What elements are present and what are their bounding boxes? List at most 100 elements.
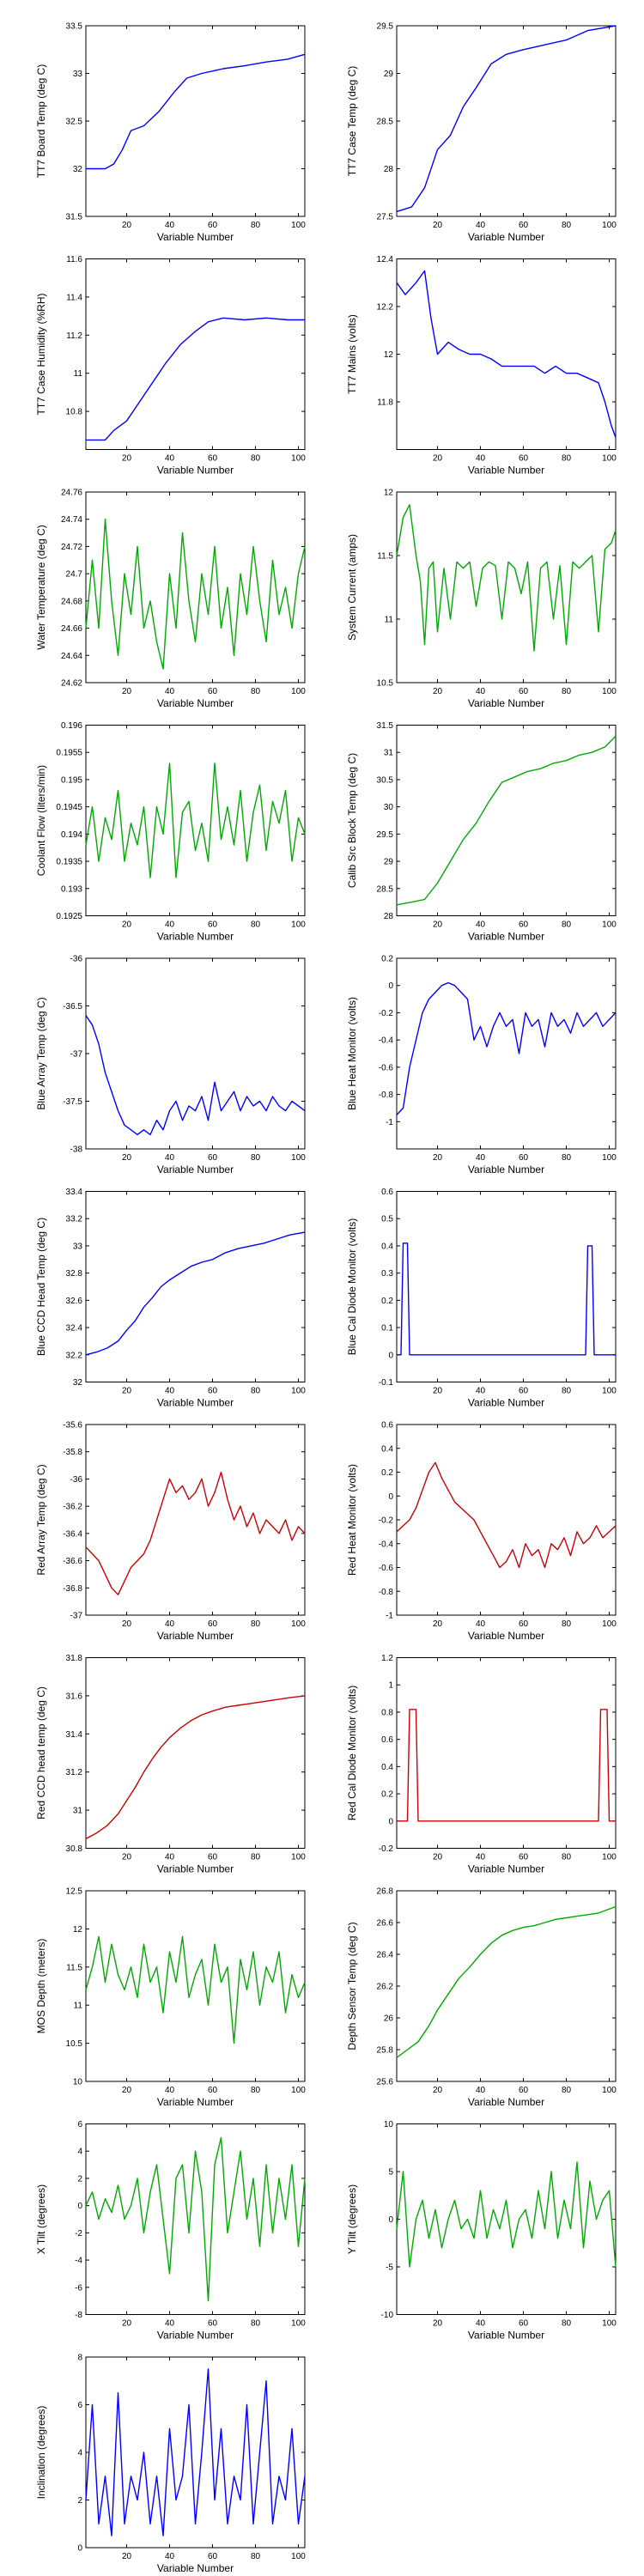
y-tick-label: -1 (386, 1118, 393, 1127)
series-line (85, 2136, 306, 2302)
x-tick-label: 60 (519, 221, 529, 230)
x-tick-label: 80 (251, 1387, 261, 1396)
y-tick-label: 0.4 (381, 1763, 393, 1772)
y-tick-label: 8 (77, 2354, 82, 2363)
plot-area (85, 1890, 306, 2082)
x-tick-label: 40 (165, 2086, 175, 2095)
x-tick-label: 20 (122, 1153, 132, 1163)
x-tick-label: 60 (519, 2319, 529, 2329)
y-tick-label: 26.4 (377, 1951, 394, 1960)
series-line (396, 504, 617, 652)
x-tick-label: 100 (602, 2319, 617, 2329)
y-tick-label: 32.4 (66, 1324, 83, 1334)
y-tick-label: -0.6 (379, 1564, 394, 1573)
x-tick-label: 20 (122, 221, 132, 230)
y-tick-label: -0.2 (379, 1516, 394, 1526)
y-tick-label: 11.4 (66, 293, 82, 302)
x-tick-label: 80 (562, 1619, 572, 1629)
x-tick-label: 20 (122, 1853, 132, 1862)
y-tick-label: 0.2 (381, 955, 393, 964)
y-tick-label: 33.4 (66, 1188, 83, 1197)
x-tick-label: 80 (562, 2086, 572, 2095)
chart-13: 20 40 60 80 100 -37 -36.8 -36.6 -36.4 -36.2 -36 -35… (35, 1421, 306, 1643)
y-tick-label: 29.5 (377, 830, 394, 840)
y-tick-label: -36.8 (63, 1584, 82, 1594)
y-axis-label: Calib Src Block Temp (deg C) (346, 753, 358, 888)
plot-area (85, 1191, 306, 1382)
x-tick-label: 40 (476, 2086, 486, 2095)
x-tick-label: 60 (519, 1853, 529, 1862)
y-tick-label: -0.2 (379, 1009, 394, 1018)
y-tick-label: 24.66 (61, 624, 82, 634)
y-tick-label: 12.2 (377, 303, 394, 313)
chart-3: 20 40 60 80 100 10.8 11 11.2 11.4 11.6 Variable Nu… (35, 255, 306, 477)
plot-area (396, 1657, 617, 1849)
y-tick-label: -36 (70, 955, 83, 964)
chart-4: 20 40 60 80 100 11.8 12 12.2 12.4 Variable Number… (346, 255, 617, 477)
chart-9: 20 40 60 80 100 -38 -37.5 -37 -36.5 -36 Variable N… (35, 955, 306, 1176)
y-tick-label: 0.8 (381, 1708, 393, 1717)
x-axis-label: Variable Number (157, 2096, 234, 2108)
y-axis-label: Red Array Temp (deg C) (35, 1464, 47, 1575)
x-tick-label: 80 (251, 1853, 261, 1862)
y-tick-label: 32.6 (66, 1297, 83, 1306)
y-tick-label: -36.5 (63, 1002, 82, 1012)
y-axis-label: Red Cal Diode Monitor (volts) (346, 1686, 358, 1820)
y-tick-label: -38 (70, 1145, 83, 1155)
x-tick-label: 40 (165, 221, 175, 230)
x-axis-label: Variable Number (468, 1397, 544, 1409)
x-tick-label: 100 (602, 221, 617, 230)
y-axis-label: Red CCD head temp (deg C) (35, 1686, 47, 1820)
plot-area (396, 1191, 617, 1382)
y-tick-label: 0.1935 (56, 858, 82, 867)
series-line (396, 2161, 617, 2268)
y-tick-label: 24.64 (61, 652, 82, 661)
x-tick-label: 100 (291, 2552, 306, 2561)
x-tick-label: 100 (291, 454, 306, 464)
x-axis-label: Variable Number (468, 1163, 544, 1176)
plot-area (85, 25, 306, 217)
x-axis-label: Variable Number (157, 2562, 234, 2574)
y-tick-label: 32.8 (66, 1269, 83, 1279)
x-tick-label: 80 (562, 920, 572, 930)
y-tick-label: 11.2 (66, 331, 82, 341)
y-tick-label: 31.5 (377, 721, 394, 731)
x-axis-label: Variable Number (157, 2330, 234, 2342)
x-tick-label: 60 (208, 687, 218, 696)
x-tick-label: 60 (519, 687, 529, 696)
y-tick-label: -0.4 (379, 1540, 394, 1549)
x-tick-label: 80 (562, 221, 572, 230)
x-tick-label: 40 (165, 687, 175, 696)
y-axis-label: Blue Heat Monitor (volts) (346, 997, 358, 1110)
series-line (396, 1461, 617, 1569)
y-tick-label: 0 (388, 1817, 393, 1826)
y-tick-label: -6 (75, 2283, 82, 2293)
y-tick-label: -36.2 (63, 1503, 82, 1512)
y-tick-label: -4 (75, 2257, 82, 2266)
x-tick-label: 40 (165, 1619, 175, 1629)
x-tick-label: 60 (208, 2319, 218, 2329)
y-tick-label: 0 (388, 1492, 393, 1502)
y-tick-label: 31 (384, 749, 394, 758)
x-tick-label: 80 (251, 2552, 261, 2561)
y-tick-label: -0.8 (379, 1091, 394, 1100)
y-tick-label: 24.72 (61, 543, 82, 552)
x-tick-label: 80 (562, 2319, 572, 2329)
plot-area (85, 725, 306, 916)
y-tick-label: 27.5 (377, 213, 394, 222)
y-tick-label: 0.1945 (56, 803, 82, 812)
y-tick-label: 33 (73, 1242, 83, 1251)
y-tick-label: 0.2 (381, 1297, 393, 1306)
x-tick-label: 80 (562, 1853, 572, 1862)
x-axis-label: Variable Number (468, 1863, 544, 1875)
y-tick-label: -37 (70, 1612, 83, 1621)
x-tick-label: 60 (519, 2086, 529, 2095)
y-axis-label: Blue CCD Head Temp (deg C) (35, 1218, 47, 1356)
x-tick-label: 20 (122, 1387, 132, 1396)
y-tick-label: 31.8 (66, 1654, 83, 1663)
y-tick-label: 6 (77, 2401, 82, 2410)
x-tick-label: 60 (208, 1387, 218, 1396)
y-axis-label: Water Temperature (deg C) (35, 525, 47, 649)
y-tick-label: -1 (386, 1612, 393, 1621)
x-tick-label: 60 (519, 1619, 529, 1629)
